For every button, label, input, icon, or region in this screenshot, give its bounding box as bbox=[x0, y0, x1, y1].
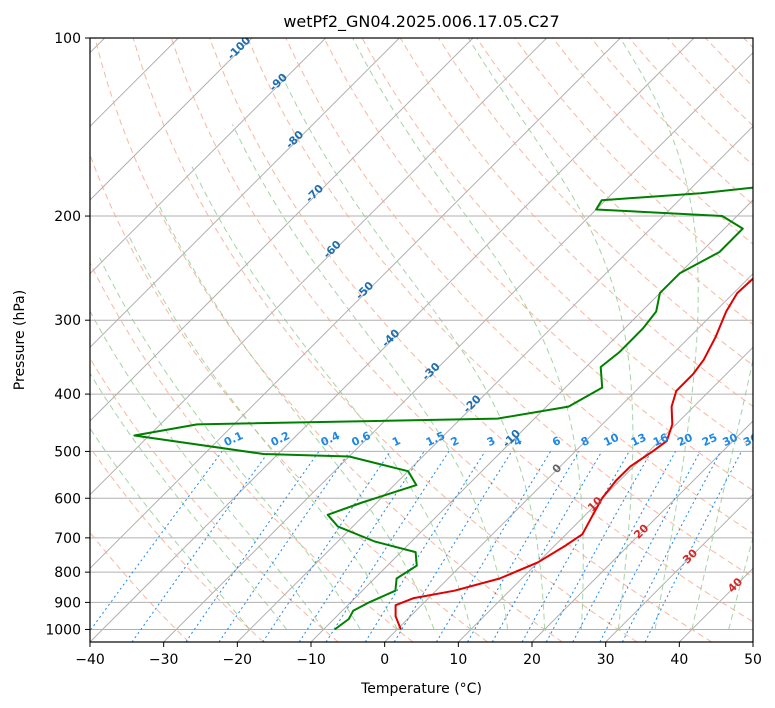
moist-adiabat-line bbox=[691, 357, 753, 630]
plot-area: 0.1 0.2 0.4 0.6 1 1.5 2 3 4 6 8 10 13 16 20 25 30 36-100-… bbox=[90, 38, 761, 642]
y-tick-label: 600 bbox=[54, 491, 81, 507]
isotherm-line bbox=[90, 38, 327, 275]
x-tick-label: −10 bbox=[296, 652, 326, 668]
y-tick-label: 300 bbox=[54, 313, 81, 329]
mixing-ratio-line bbox=[644, 451, 742, 642]
mixing-ratio-line bbox=[599, 451, 701, 642]
x-tick-label: −20 bbox=[223, 652, 253, 668]
y-tick-label: 700 bbox=[54, 531, 81, 547]
mixing-ratio-line bbox=[325, 451, 450, 642]
moist-adiabat-line bbox=[99, 257, 361, 630]
x-axis: −40 −30 −20 −10 0 10 20 30 40 50 bbox=[75, 642, 762, 668]
moist-adiabat-line bbox=[280, 73, 545, 630]
moist-adiabat-line bbox=[232, 124, 509, 630]
y-tick-label: 100 bbox=[54, 31, 81, 47]
moist-adiabat-line bbox=[728, 535, 753, 630]
moist-adiabat-line bbox=[157, 202, 435, 630]
mixing-ratio-lines bbox=[90, 451, 742, 642]
moist-adiabat-line bbox=[191, 166, 472, 630]
dry-adiabat-line bbox=[285, 38, 753, 535]
mixing-ratio-line bbox=[435, 451, 552, 642]
dry-adiabat-line bbox=[323, 38, 753, 492]
y-axis-label: Pressure (hPa) bbox=[12, 290, 28, 390]
isotherm-line bbox=[90, 38, 474, 422]
isotherm-line bbox=[236, 125, 753, 642]
mixing-ratio-line bbox=[545, 451, 652, 642]
mixing-ratio-label: 25 bbox=[700, 431, 719, 449]
moist-adiabat-lines bbox=[90, 38, 753, 630]
temperature-line bbox=[394, 277, 753, 630]
isotherm-line bbox=[90, 38, 621, 570]
pressure-grid bbox=[90, 38, 753, 630]
y-tick-label: 900 bbox=[54, 595, 81, 611]
x-tick-label: 30 bbox=[597, 652, 615, 668]
mixing-ratio-line bbox=[521, 451, 630, 642]
x-tick-label: 10 bbox=[449, 652, 467, 668]
mixing-ratio-label: 16 bbox=[651, 431, 671, 449]
y-tick-label: 1000 bbox=[45, 622, 81, 638]
dry-adiabat-line bbox=[170, 38, 712, 642]
dry-adiabat-line bbox=[247, 38, 753, 578]
moist-adiabat-line bbox=[467, 38, 634, 630]
isotherm-line bbox=[90, 38, 548, 496]
profile-series bbox=[133, 186, 753, 631]
isotherm-lines bbox=[90, 38, 753, 642]
moist-adiabat-line bbox=[90, 310, 324, 630]
isotherm-line bbox=[457, 346, 753, 642]
mixing-ratio-line bbox=[364, 451, 486, 642]
y-axis: 100 200 300 400 500 600 700 800 900 1000 bbox=[45, 31, 90, 638]
plot-frame bbox=[89, 37, 754, 643]
isotherm-line bbox=[531, 420, 753, 642]
moist-adiabat-line bbox=[90, 427, 251, 630]
moist-adiabat-line bbox=[127, 234, 398, 630]
x-axis-label: Temperature (°C) bbox=[360, 681, 482, 697]
isotherm-line bbox=[163, 51, 753, 642]
mixing-ratio-line bbox=[393, 451, 513, 642]
x-tick-label: −30 bbox=[149, 652, 179, 668]
mixing-ratio-line bbox=[131, 451, 270, 642]
mixing-ratio-line bbox=[298, 451, 425, 642]
mixing-ratio-label: 10 bbox=[602, 431, 622, 449]
mixing-ratio-line bbox=[621, 451, 722, 642]
mixing-ratio-line bbox=[467, 451, 580, 642]
y-tick-label: 500 bbox=[54, 444, 81, 460]
mixing-ratio-label: 20 bbox=[675, 431, 695, 449]
mixing-ratio-line bbox=[572, 451, 676, 642]
x-tick-label: 50 bbox=[744, 652, 762, 668]
moist-adiabat-line bbox=[619, 38, 699, 630]
moist-adiabat-line bbox=[90, 372, 288, 630]
x-tick-label: −40 bbox=[75, 652, 105, 668]
x-tick-label: 0 bbox=[380, 652, 389, 668]
y-tick-label: 400 bbox=[54, 387, 81, 403]
dry-adiabat-line bbox=[476, 38, 753, 326]
y-tick-label: 200 bbox=[54, 209, 81, 225]
chart-title: wetPf2_GN04.2025.006.17.05.C27 bbox=[283, 12, 559, 32]
isotherm-line bbox=[90, 38, 695, 642]
moist-adiabat-line bbox=[352, 38, 584, 630]
dewpoint-line bbox=[133, 186, 753, 631]
y-tick-label: 800 bbox=[54, 565, 81, 581]
dry-adiabat-line bbox=[132, 38, 638, 642]
mixing-ratio-line bbox=[491, 451, 603, 642]
mixing-ratio-label: 13 bbox=[629, 431, 648, 449]
dry-adiabat-line bbox=[90, 446, 264, 642]
dry-adiabat-line bbox=[94, 38, 563, 642]
dry-adiabat-line bbox=[90, 261, 414, 642]
isotherm-line bbox=[90, 38, 253, 201]
mixing-ratio-line bbox=[90, 451, 223, 632]
isotherm-line bbox=[384, 272, 753, 642]
x-tick-label: 40 bbox=[670, 652, 688, 668]
dry-adiabat-line bbox=[209, 38, 753, 623]
isotherm-line bbox=[90, 38, 400, 349]
isotherm-line bbox=[605, 493, 753, 642]
mixing-ratio-label: 30 bbox=[720, 431, 740, 449]
mixing-ratio-label: 36 bbox=[741, 431, 761, 449]
x-tick-label: 20 bbox=[523, 652, 541, 668]
